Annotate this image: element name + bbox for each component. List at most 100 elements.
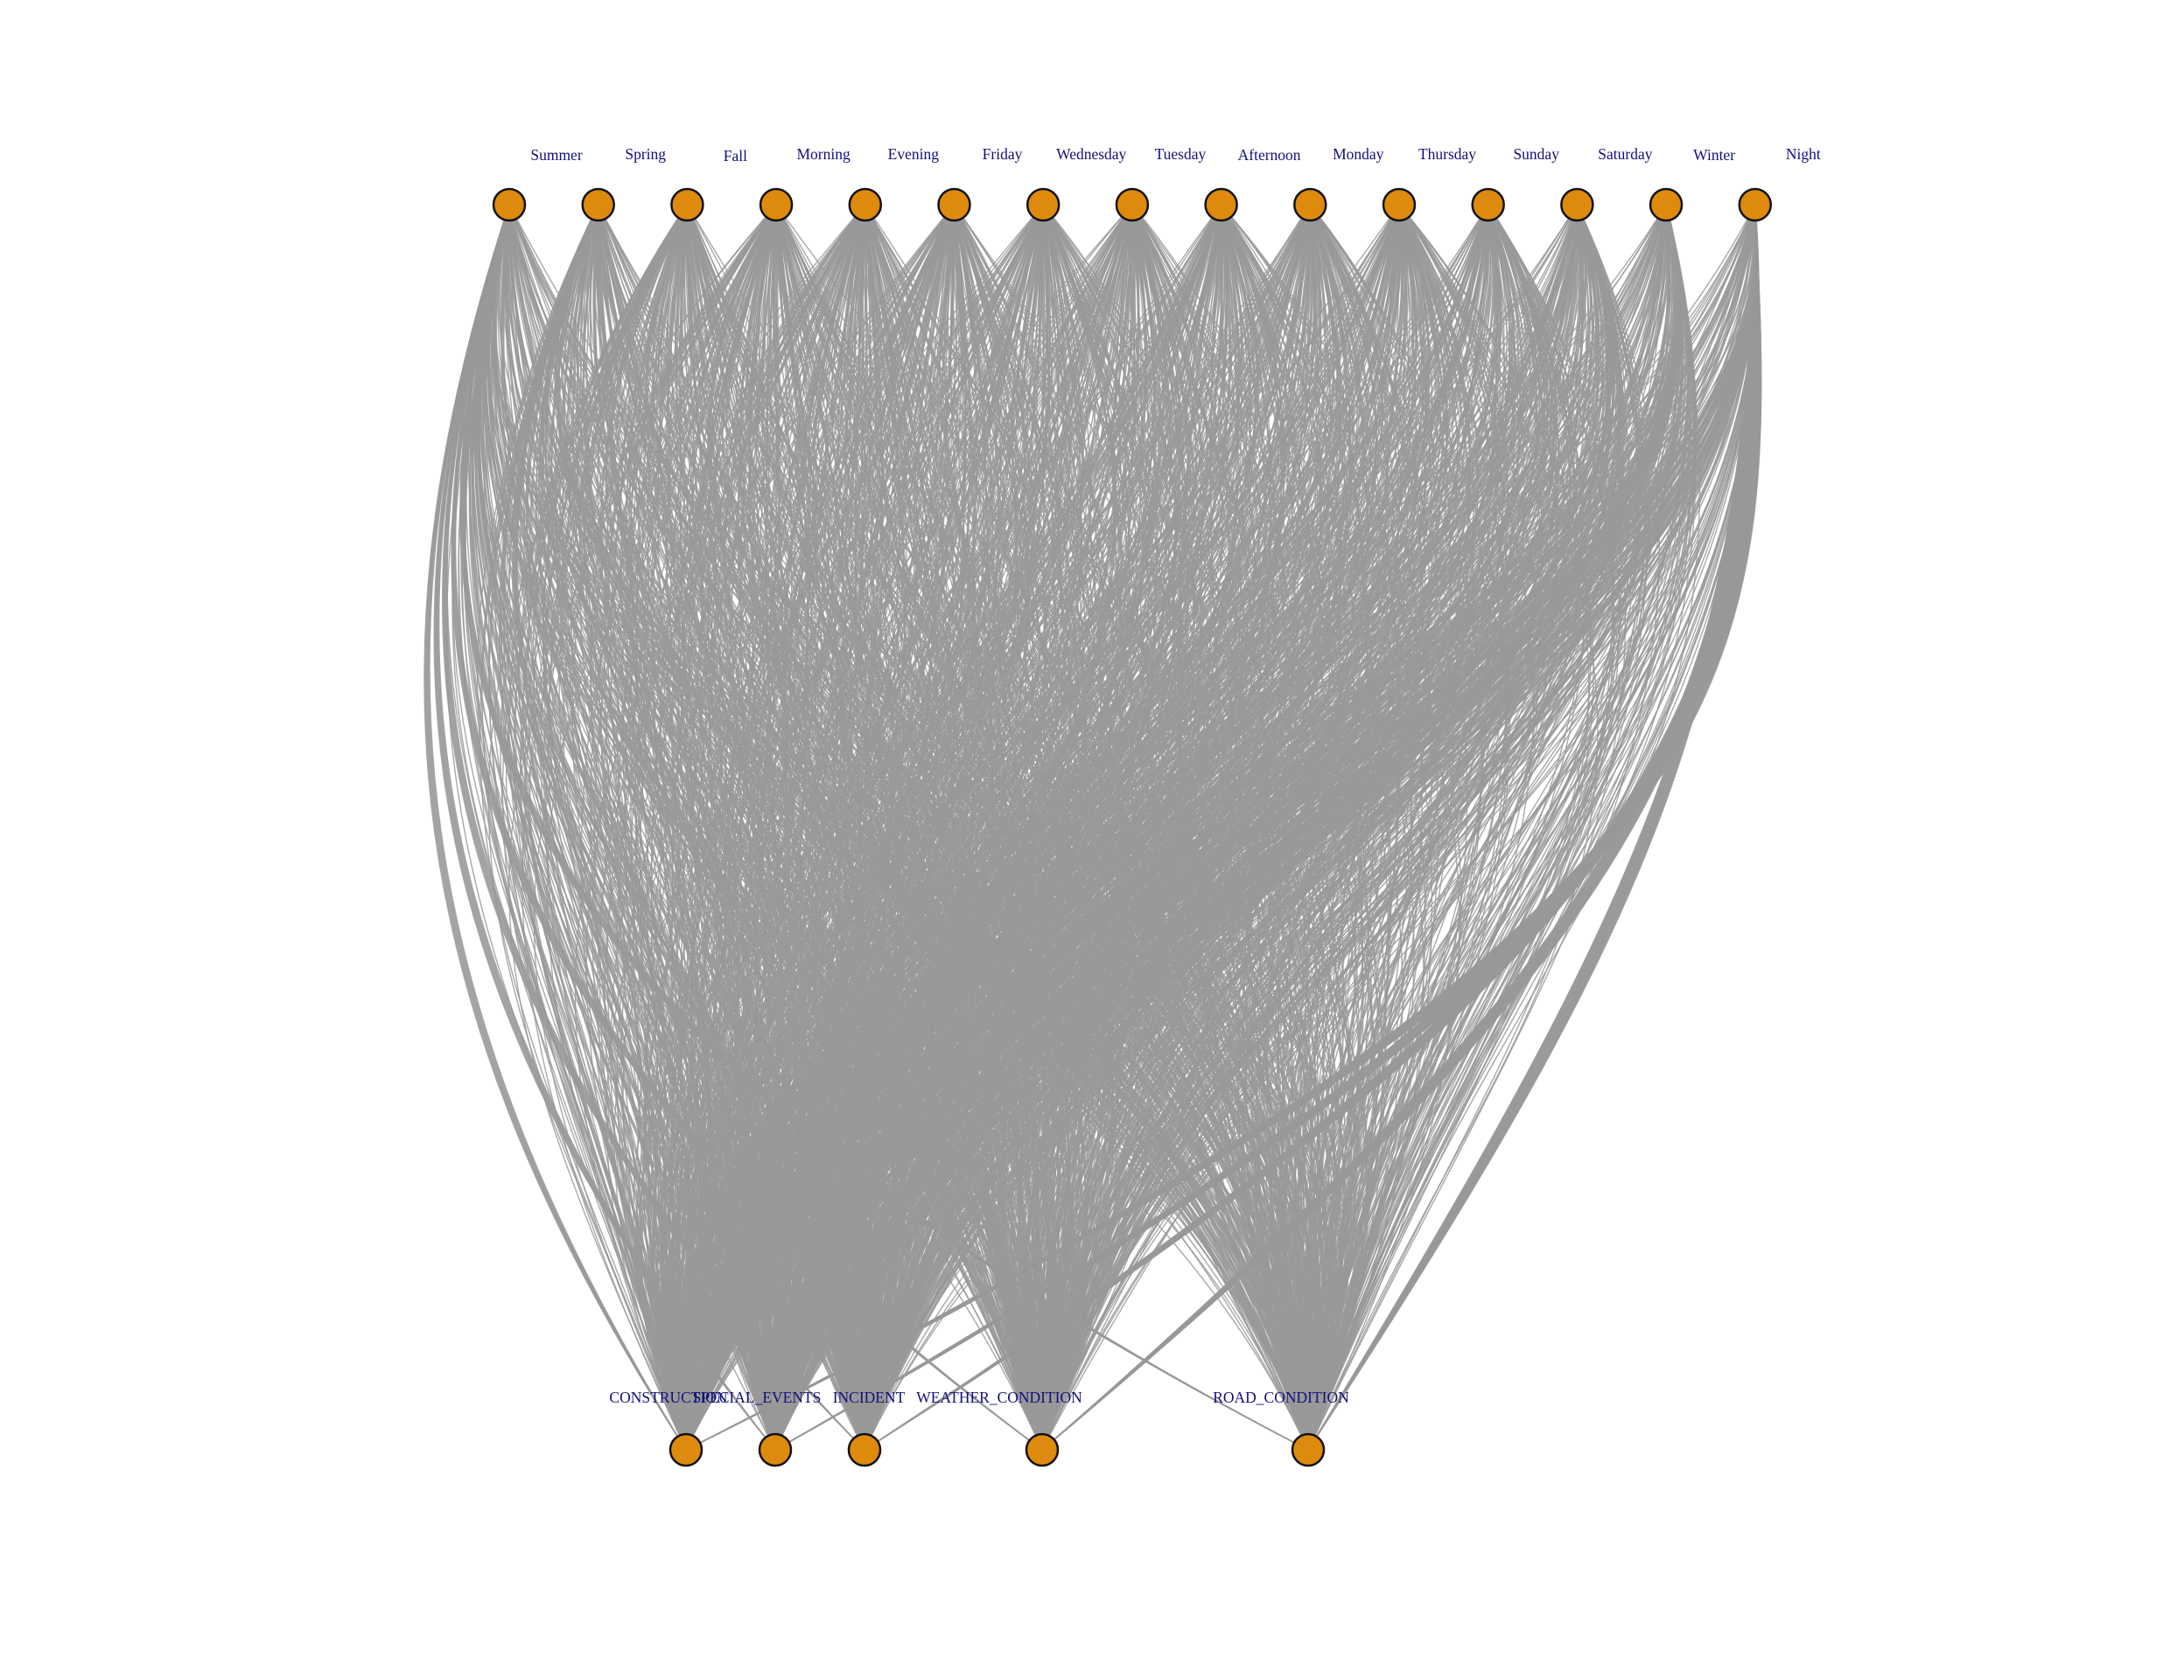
edge-night-incident: [841, 204, 1756, 1451]
edge-monday-special_events: [710, 204, 1311, 1451]
node-label-monday: Monday: [1333, 145, 1384, 163]
edge-saturday-construction: [650, 204, 1578, 1451]
node-road_condition: [1291, 1432, 1326, 1467]
node-label-tuesday: Tuesday: [1155, 145, 1207, 163]
node-weather_condition: [1025, 1432, 1060, 1467]
node-label-thursday: Thursday: [1418, 145, 1476, 163]
node-label-construction: CONSTRUCTION: [609, 1389, 728, 1406]
edge-saturday-construction: [665, 204, 1578, 1451]
edge-winter-road_condition: [1237, 204, 1667, 1451]
edge-sunday-weather_condition: [983, 204, 1489, 1451]
edge-night-road_condition: [1305, 204, 1758, 1451]
edge-night-road_condition: [1270, 204, 1756, 1451]
edge-night-special_events: [769, 204, 1757, 1451]
edge-winter-weather_condition: [1003, 204, 1667, 1451]
edge-wednesday-special_events: [690, 204, 1044, 1451]
node-saturday: [1560, 187, 1594, 222]
edge-saturday-weather_condition: [1039, 204, 1578, 1451]
edge-night-incident: [845, 204, 1756, 1451]
node-label-friday: Friday: [983, 145, 1023, 163]
edge-night-special_events: [774, 204, 1757, 1451]
edge-evening-construction: [633, 204, 866, 1451]
edge-night-construction: [668, 204, 1756, 1451]
edge-night-road_condition: [1279, 204, 1756, 1451]
edge-winter-weather_condition: [1041, 204, 1684, 1451]
edge-night-incident: [858, 204, 1756, 1451]
edge-monday-incident: [831, 204, 1311, 1451]
edge-winter-construction: [665, 204, 1667, 1451]
edge-evening-construction: [597, 204, 866, 1451]
edge-tuesday-special_events: [707, 204, 1133, 1451]
edge-summer-special_events: [438, 204, 776, 1451]
edge-tuesday-road_condition: [1065, 204, 1309, 1451]
edge-thursday-special_events: [750, 204, 1400, 1451]
edge-thursday-construction: [672, 204, 1400, 1451]
edge-sunday-special_events: [770, 204, 1489, 1451]
node-fall: [670, 187, 704, 222]
edge-night-construction: [669, 204, 1756, 1451]
edge-afternoon-construction: [684, 204, 1222, 1451]
edge-night-weather_condition: [1021, 204, 1756, 1451]
edges-layer: [424, 204, 1762, 1451]
edge-night-special_events: [765, 204, 1756, 1451]
edge-tuesday-road_condition: [997, 204, 1309, 1451]
node-label-special_events: SPECIAL_EVENTS: [693, 1389, 822, 1406]
edge-morning-construction: [519, 204, 777, 1451]
node-friday: [937, 187, 971, 222]
edge-friday-construction: [585, 204, 956, 1451]
node-monday: [1293, 187, 1327, 222]
edge-friday-weather_condition: [858, 204, 1043, 1451]
edge-sunday-road_condition: [1242, 204, 1489, 1451]
edge-winter-road_condition: [1307, 204, 1695, 1451]
edge-night-incident: [840, 204, 1756, 1451]
edge-thursday-construction: [662, 204, 1400, 1451]
edge-night-weather_condition: [1041, 204, 1758, 1451]
labels-layer: Summer Spring Fall Morning Evening Friday Wedn…: [530, 145, 1821, 1406]
edge-afternoon-construction: [633, 204, 1222, 1451]
node-night: [1738, 187, 1773, 222]
edge-saturday-incident: [860, 204, 1578, 1451]
edge-night-road_condition: [1289, 204, 1756, 1451]
edge-monday-weather_condition: [989, 204, 1311, 1451]
edge-thursday-construction: [639, 204, 1400, 1451]
node-label-winter: Winter: [1693, 146, 1735, 164]
edge-night-weather_condition: [1041, 204, 1758, 1451]
edge-winter-road_condition: [1253, 204, 1667, 1451]
node-label-morning: Morning: [796, 145, 850, 163]
edge-winter-construction: [681, 204, 1667, 1451]
node-label-fall: Fall: [724, 147, 747, 164]
edge-night-weather_condition: [1019, 204, 1756, 1451]
edge-sunday-incident: [827, 204, 1489, 1451]
node-morning: [759, 187, 794, 222]
edge-night-special_events: [743, 204, 1756, 1451]
edge-night-incident: [832, 204, 1756, 1451]
edge-winter-special_events: [762, 204, 1667, 1451]
edge-night-weather_condition: [1037, 204, 1756, 1451]
node-label-saturday: Saturday: [1598, 145, 1652, 163]
edge-night-road_condition: [1278, 204, 1756, 1451]
edge-winter-weather_condition: [1040, 204, 1674, 1451]
edge-saturday-incident: [850, 204, 1578, 1451]
edge-night-special_events: [771, 204, 1757, 1451]
edge-night-weather_condition: [1041, 204, 1758, 1451]
edge-night-road_condition: [1307, 204, 1758, 1451]
edge-night-road_condition: [1294, 204, 1756, 1451]
node-label-summer: Summer: [530, 146, 582, 164]
edge-night-weather_condition: [1041, 204, 1758, 1451]
node-evening: [848, 187, 883, 222]
edge-afternoon-construction: [647, 204, 1222, 1451]
edge-night-incident: [864, 204, 1757, 1451]
edge-night-road_condition: [1284, 204, 1756, 1451]
node-thursday: [1382, 187, 1417, 222]
edge-night-road_condition: [1307, 204, 1756, 1451]
edge-night-weather_condition: [1041, 204, 1758, 1451]
edge-night-weather_condition: [1041, 204, 1758, 1451]
edge-monday-construction: [636, 204, 1311, 1451]
edge-spring-construction: [487, 204, 687, 1451]
edge-saturday-construction: [667, 204, 1578, 1451]
node-label-wednesday: Wednesday: [1056, 145, 1126, 163]
node-label-road_condition: ROAD_CONDITION: [1213, 1389, 1349, 1406]
node-label-spring: Spring: [625, 145, 666, 163]
edge-morning-construction: [528, 204, 777, 1451]
